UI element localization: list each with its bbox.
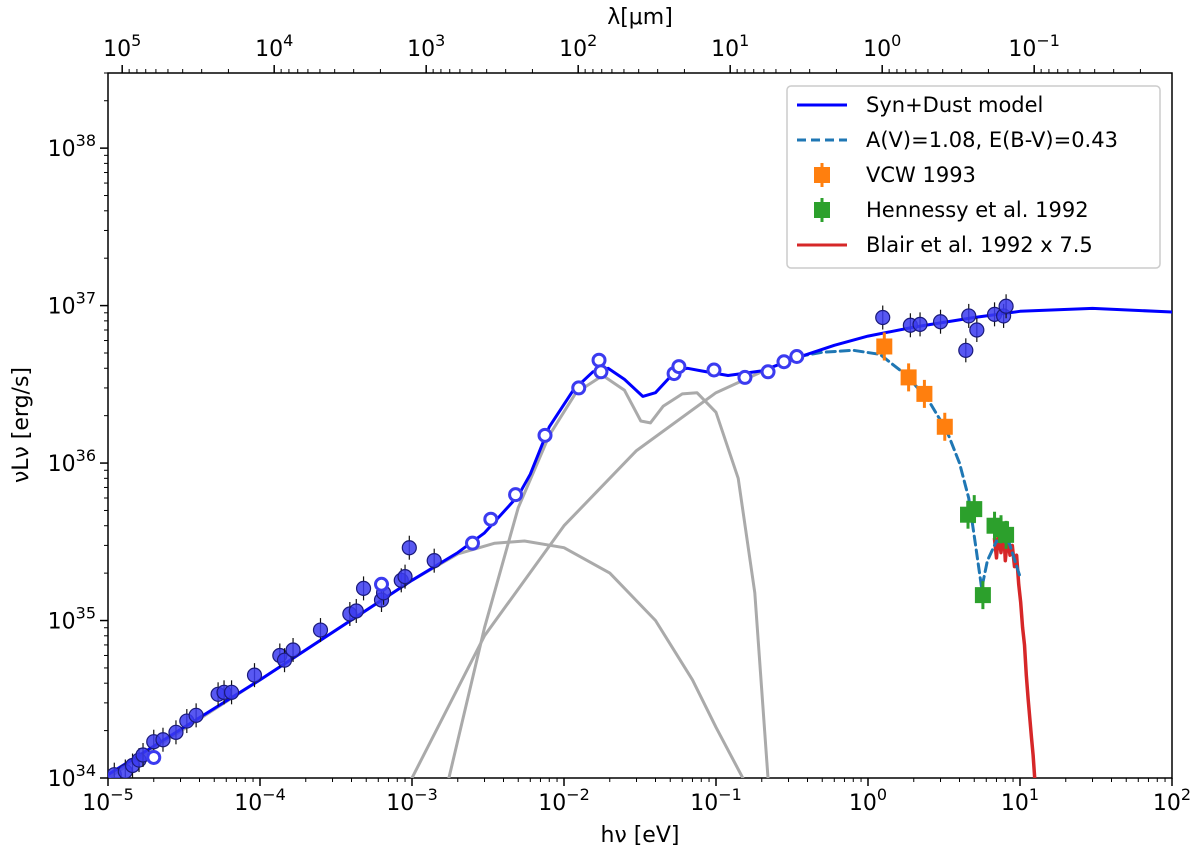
data-point-square <box>876 338 893 355</box>
data-point-filled <box>168 724 184 740</box>
x-tick-label: 10−5 <box>82 785 134 816</box>
top-tick-label: 104 <box>255 31 293 62</box>
data-point-open <box>760 364 776 380</box>
legend: Syn+Dust model A(V)=1.08, E(B-V)=0.43 VCW … <box>786 85 1161 269</box>
data-point-open <box>671 359 687 375</box>
data-point-filled <box>348 603 364 619</box>
data-point-filled <box>155 732 171 748</box>
data-point-filled <box>998 298 1014 314</box>
legend-box <box>786 85 1161 269</box>
curves-layer <box>108 306 1172 778</box>
y-tick-label: 1035 <box>48 604 96 635</box>
data-point-filled <box>932 314 949 330</box>
data-point-open <box>737 369 753 385</box>
x-tick-label: 102 <box>1153 785 1191 816</box>
x-tick-label: 101 <box>1001 785 1039 816</box>
top-tick-label: 101 <box>711 31 749 62</box>
data-point-filled <box>426 553 442 569</box>
x-tick-label: 100 <box>849 785 887 816</box>
series-line-synchrotron-component <box>108 539 745 778</box>
data-point-filled <box>958 342 974 358</box>
data-point-open <box>373 576 389 592</box>
data-point-open <box>706 362 722 378</box>
data-point-open <box>591 352 607 368</box>
legend-vcw-1993-swatch <box>814 167 830 183</box>
data-point-open <box>593 364 609 380</box>
x-tick-label: 10−1 <box>690 785 742 816</box>
data-point-square <box>974 587 991 604</box>
x-axis-label: hν [eV] <box>601 823 680 848</box>
data-point-square <box>900 369 917 386</box>
series-line-blair-et-al-1992-x-7-5 <box>992 527 1037 778</box>
data-point-open <box>537 427 553 443</box>
legend-vcw-1993-label: VCW 1993 <box>866 163 976 187</box>
data-point-filled <box>312 622 329 638</box>
legend-blair-et-al-1992-x-7-5-label: Blair et al. 1992 x 7.5 <box>866 233 1093 257</box>
legend-syn-dust-model-label: Syn+Dust model <box>866 93 1043 117</box>
data-point-filled <box>397 569 413 585</box>
data-point-filled <box>188 707 204 723</box>
legend-a-v-1-08-e-b-v-0-43-label: A(V)=1.08, E(B-V)=0.43 <box>866 128 1118 152</box>
data-point-filled <box>912 316 928 332</box>
data-point-square <box>916 385 933 402</box>
series-line-a-v-1-08-e-b-v-0-43 <box>797 348 1022 590</box>
data-point-square <box>998 526 1015 543</box>
points-layer <box>108 294 1015 778</box>
top-tick-label: 102 <box>559 31 597 62</box>
top-axis-label: λ[μm] <box>607 5 673 30</box>
y-tick-label: 1038 <box>48 131 96 162</box>
data-point-filled <box>223 684 240 700</box>
data-point-open <box>483 511 499 527</box>
data-point-filled <box>961 308 977 324</box>
y-axis-label: νLν [erg/s] <box>9 367 34 483</box>
data-point-filled <box>246 667 263 683</box>
data-point-square <box>936 418 953 435</box>
x-tick-label: 10−3 <box>386 785 438 816</box>
data-point-open <box>776 354 792 370</box>
legend-hennessy-et-al-1992-swatch <box>814 202 830 218</box>
data-point-open <box>508 487 524 503</box>
data-point-filled <box>285 642 301 658</box>
y-tick-label: 1034 <box>48 761 96 792</box>
data-point-square <box>966 501 983 518</box>
data-point-open <box>464 535 480 551</box>
x-tick-label: 10−2 <box>538 785 590 816</box>
data-point-filled <box>969 322 985 338</box>
series-line-cold-dust-component <box>447 374 770 778</box>
data-point-filled <box>875 309 891 326</box>
legend-hennessy-et-al-1992-label: Hennessy et al. 1992 <box>866 198 1089 222</box>
data-point-open <box>571 380 587 396</box>
y-tick-label: 1036 <box>48 446 96 477</box>
top-tick-label: 100 <box>863 31 901 62</box>
data-point-open <box>146 749 162 765</box>
x-tick-label: 10−4 <box>234 785 286 816</box>
data-point-filled <box>401 540 417 556</box>
ticks-layer: 10−5 10−4 10−3 10−2 10−1 100 101 102 1034 1035 103… <box>48 31 1191 816</box>
data-point-open <box>789 349 805 365</box>
data-point-filled <box>355 580 372 596</box>
plot-frame <box>107 72 1173 779</box>
data-point-filled <box>276 652 293 668</box>
top-tick-label: 105 <box>103 31 141 62</box>
top-tick-label: 103 <box>407 31 445 62</box>
top-tick-label: 10−1 <box>1008 31 1060 62</box>
y-tick-label: 1037 <box>48 289 96 320</box>
